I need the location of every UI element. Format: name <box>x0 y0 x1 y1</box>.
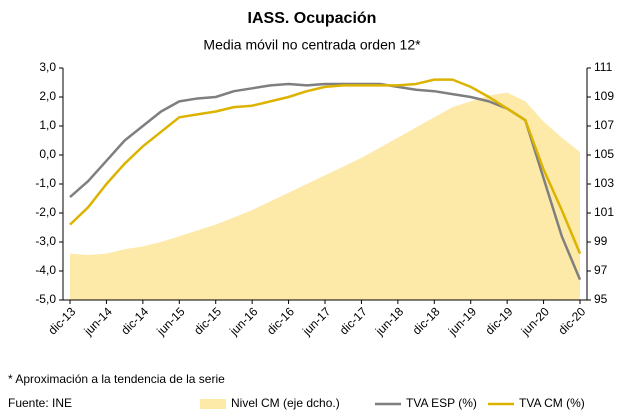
y2-tick-label: 95 <box>594 292 608 306</box>
x-tick-label: jun-18 <box>372 304 406 338</box>
y-tick-label: 0,0 <box>39 147 56 161</box>
x-tick-label: dic-16 <box>264 304 297 337</box>
x-tick-label: jun-19 <box>445 304 479 338</box>
y-tick-label: 3,0 <box>39 60 56 74</box>
x-tick-label: jun-15 <box>153 304 187 338</box>
line <box>69 78 582 255</box>
y2-tick-label: 107 <box>594 118 614 132</box>
x-tick-label: dic-15 <box>191 304 224 337</box>
x-tick-label: dic-13 <box>45 304 78 337</box>
y2-tick-label: 97 <box>594 263 608 277</box>
chart-title: IASS. Ocupación <box>248 10 377 27</box>
y2-tick-label: 99 <box>594 234 608 248</box>
line <box>69 82 582 281</box>
y-tick-label: 2,0 <box>39 89 56 103</box>
x-tick-label: jun-16 <box>226 304 260 338</box>
y2-tick-label: 109 <box>594 89 614 103</box>
y-tick-label: -5,0 <box>35 292 56 306</box>
y2-tick-label: 111 <box>594 60 613 74</box>
y2-tick-label: 105 <box>594 147 614 161</box>
y2-tick-label: 103 <box>594 176 614 190</box>
y-tick-label: -2,0 <box>35 205 56 219</box>
note: * Aproximación a la tendencia de la seri… <box>8 372 225 386</box>
legend-label: TVA CM (%) <box>519 396 585 410</box>
x-tick-label: jun-20 <box>518 304 552 338</box>
area <box>70 92 580 301</box>
x-tick-label: dic-14 <box>118 304 151 337</box>
x-tick-label: dic-20 <box>555 304 588 337</box>
x-tick-label: jun-14 <box>81 304 115 338</box>
source: Fuente: INE <box>8 396 72 410</box>
chart-subtitle: Media móvil no centrada orden 12* <box>203 37 421 53</box>
legend-label: Nivel CM (eje dcho.) <box>231 396 340 410</box>
y-tick-label: 1,0 <box>39 118 56 132</box>
y-tick-label: -1,0 <box>35 176 56 190</box>
y-tick-label: -4,0 <box>35 263 56 277</box>
y2-tick-label: 101 <box>594 205 614 219</box>
y-tick-label: -3,0 <box>35 234 56 248</box>
x-tick-label: dic-18 <box>410 304 443 337</box>
x-tick-label: jun-17 <box>299 304 333 338</box>
legend-swatch <box>200 399 226 409</box>
legend-label: TVA ESP (%) <box>406 396 477 410</box>
x-tick-label: dic-17 <box>337 304 370 337</box>
x-tick-label: dic-19 <box>482 304 515 337</box>
